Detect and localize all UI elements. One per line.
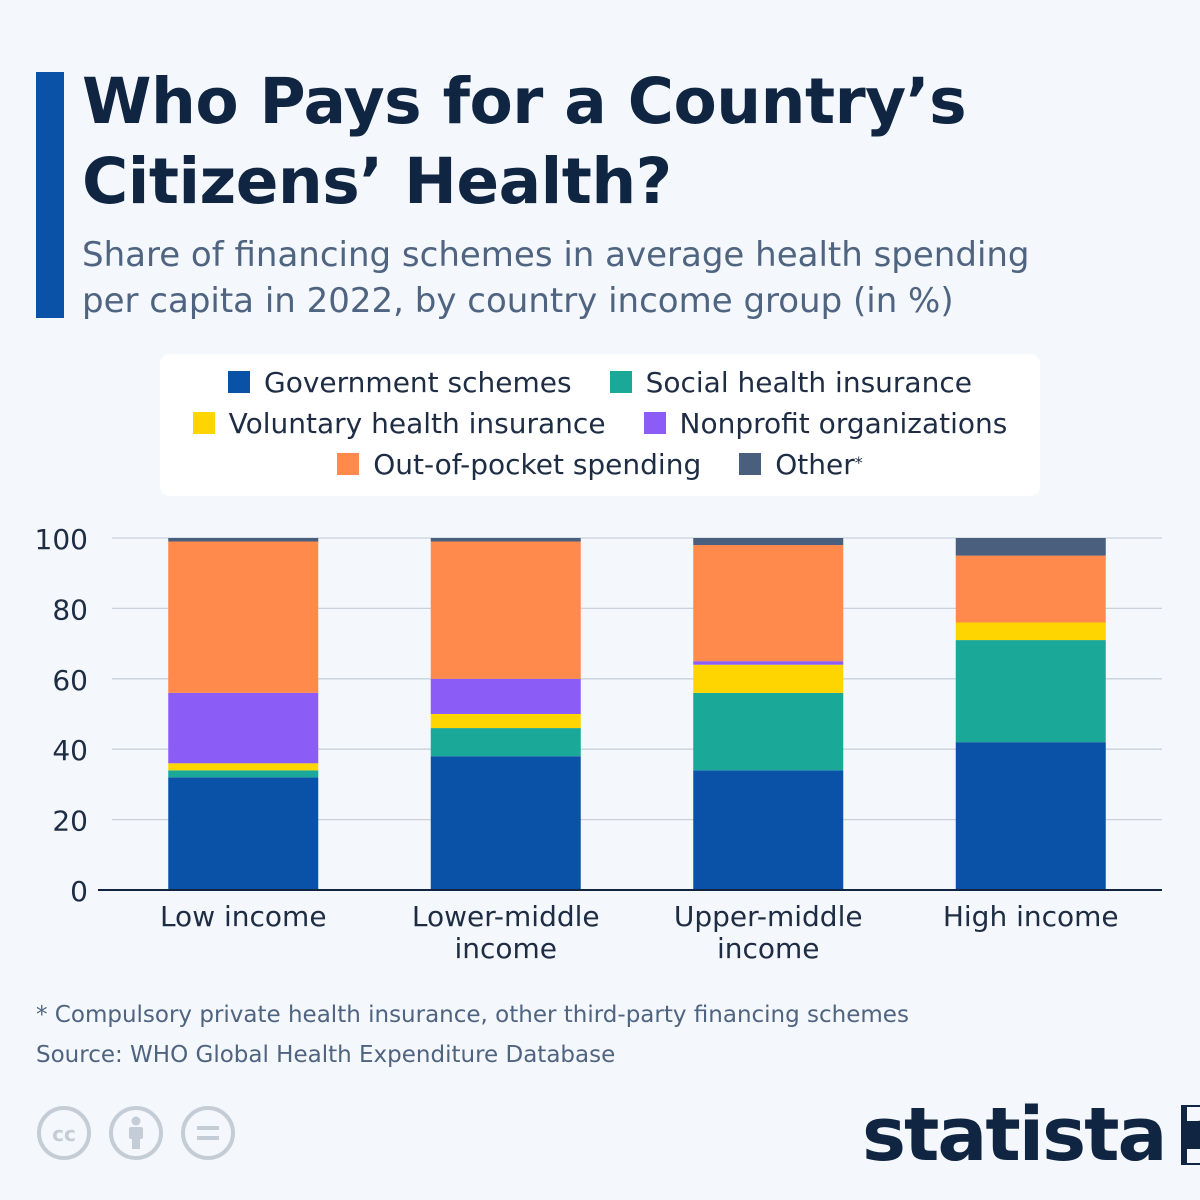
legend-row-1: Government schemes Social health insuran… [160, 362, 1040, 402]
legend-swatch-oop [337, 453, 360, 475]
bar-segment [955, 538, 1106, 556]
legend-swatch-voluntary [192, 412, 215, 434]
legend-item-government: Government schemes [228, 366, 572, 399]
legend-label-social: Social health insurance [645, 365, 972, 399]
bar-segment [430, 678, 581, 714]
brand-wordmark: statista [862, 1092, 1167, 1178]
bar-segment [168, 770, 319, 778]
y-tick-label: 80 [52, 593, 88, 626]
legend-swatch-other [739, 453, 762, 475]
legend-label-government: Government schemes [264, 365, 572, 399]
subtitle-line-2: per capita in 2022, by country income gr… [82, 281, 954, 321]
legend-swatch-social [609, 371, 632, 393]
bar-segment [168, 763, 319, 771]
subtitle-line-1: Share of financing schemes in average he… [82, 235, 1030, 275]
title-line-1: Who Pays for a Country’s [82, 65, 967, 138]
x-tick-label: income [454, 932, 557, 965]
bar-segment [693, 538, 844, 546]
legend-label-voluntary: Voluntary health insurance [228, 406, 606, 440]
bar-segment [693, 692, 844, 771]
y-tick-label: 60 [52, 664, 88, 697]
bar-segment [955, 742, 1106, 890]
legend-row-3: Out-of-pocket spending Other * [160, 444, 1040, 484]
bar-segment [693, 661, 844, 665]
svg-text:cc: cc [52, 1122, 76, 1146]
license-icons: cc [36, 1105, 236, 1161]
bar-segment [168, 538, 319, 542]
bar-segment [693, 545, 844, 662]
statista-brand[interactable]: statista [862, 1090, 1200, 1180]
cc-icon[interactable]: cc [36, 1105, 92, 1161]
title-line-2: Citizens’ Health? [82, 145, 672, 218]
bar-segment [955, 622, 1106, 641]
y-tick-label: 100 [35, 523, 88, 556]
bar-segment [168, 777, 319, 890]
bar-segment [693, 770, 844, 890]
legend-swatch-government [228, 371, 251, 393]
legend-item-other: Other * [739, 448, 863, 481]
chart-legend: Government schemes Social health insuran… [160, 354, 1040, 496]
x-tick-label: income [717, 932, 820, 965]
no-derivatives-icon[interactable] [180, 1105, 236, 1161]
footnote: * Compulsory private health insurance, o… [36, 1002, 909, 1028]
bar-segment [430, 756, 581, 890]
bar-segment [168, 692, 319, 764]
legend-item-oop: Out-of-pocket spending [337, 448, 701, 481]
bar-segment [430, 541, 581, 679]
title-accent-bar [36, 72, 64, 318]
legend-label-nonprofit: Nonprofit organizations [679, 406, 1008, 440]
bar-segment [430, 714, 581, 729]
legend-item-social: Social health insurance [609, 365, 972, 399]
x-tick-label: Low income [160, 900, 327, 933]
y-tick-label: 20 [52, 805, 88, 838]
bar-segment [693, 664, 844, 693]
legend-label-other: Other [775, 447, 855, 481]
x-tick-label: Upper-middle [674, 900, 863, 933]
y-tick-label: 0 [70, 875, 88, 908]
legend-swatch-nonprofit [643, 412, 666, 434]
statista-logo-icon [1181, 1105, 1200, 1165]
source-note: Source: WHO Global Health Expenditure Da… [36, 1042, 616, 1068]
x-tick-label: High income [943, 900, 1119, 933]
page-title: Who Pays for a Country’s Citizens’ Healt… [82, 62, 1162, 222]
chart-subtitle: Share of financing schemes in average he… [82, 232, 1162, 324]
bar-segment [168, 541, 319, 693]
bar-segment [955, 640, 1106, 743]
bar-segment [430, 728, 581, 757]
y-tick-label: 40 [52, 734, 88, 767]
legend-row-2: Voluntary health insurance Nonprofit org… [160, 403, 1040, 443]
attribution-icon[interactable] [108, 1105, 164, 1161]
bar-segment [430, 538, 581, 542]
x-tick-label: Lower-middle [412, 900, 600, 933]
legend-other-marker: * [854, 452, 863, 472]
legend-label-oop: Out-of-pocket spending [373, 447, 702, 481]
legend-item-nonprofit: Nonprofit organizations [643, 406, 1008, 440]
legend-item-voluntary: Voluntary health insurance [192, 406, 606, 440]
bar-segment [955, 555, 1106, 623]
